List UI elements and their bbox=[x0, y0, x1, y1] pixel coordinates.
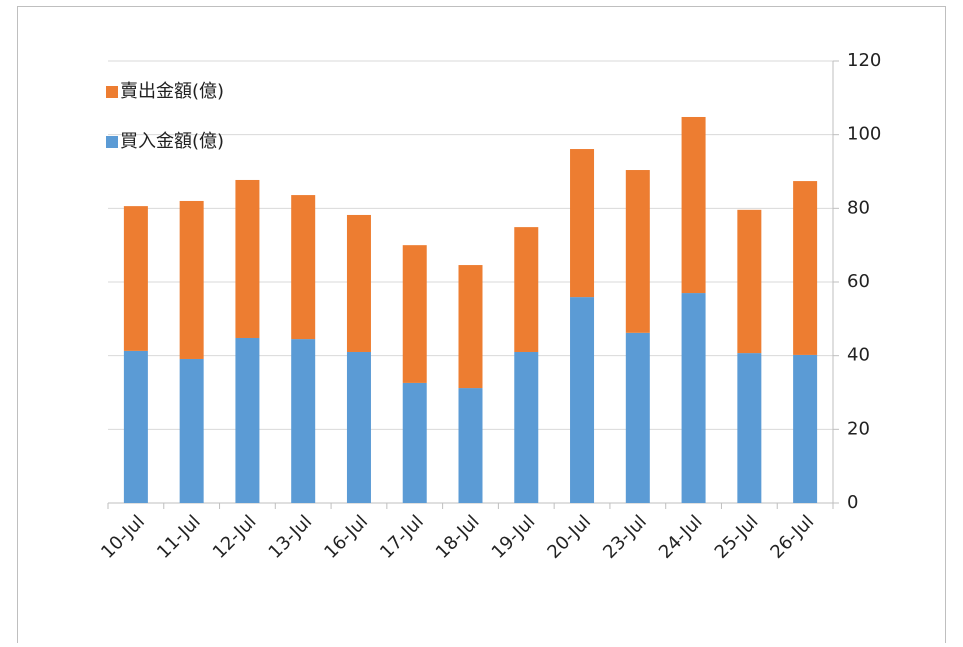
y-tick-label: 80 bbox=[847, 197, 870, 218]
bar bbox=[402, 382, 427, 503]
legend-label: 買入金額(億) bbox=[120, 131, 224, 152]
bar bbox=[681, 116, 706, 294]
y-tick-label: 0 bbox=[847, 492, 858, 513]
legend-label: 賣出金額(億) bbox=[120, 81, 224, 102]
bar bbox=[346, 214, 371, 352]
bar bbox=[179, 200, 204, 359]
y-tick-label: 40 bbox=[847, 345, 870, 366]
bar bbox=[737, 209, 762, 354]
bar bbox=[179, 358, 204, 503]
bar bbox=[291, 195, 316, 340]
bar bbox=[681, 293, 706, 503]
legend-swatch bbox=[106, 86, 118, 98]
bar bbox=[625, 332, 650, 503]
bar bbox=[402, 245, 427, 383]
bar bbox=[458, 388, 483, 503]
bar bbox=[737, 353, 762, 503]
bar bbox=[514, 351, 539, 503]
y-tick-label: 120 bbox=[847, 50, 881, 71]
legend-swatch bbox=[106, 136, 118, 148]
bar bbox=[291, 339, 316, 503]
bar bbox=[793, 354, 818, 503]
bar bbox=[570, 149, 595, 298]
bar bbox=[123, 206, 148, 351]
bar bbox=[793, 181, 818, 355]
bar bbox=[625, 170, 650, 333]
bar bbox=[235, 337, 260, 503]
bar bbox=[570, 297, 595, 503]
y-tick-label: 60 bbox=[847, 271, 870, 292]
y-tick-label: 100 bbox=[847, 124, 881, 145]
bar bbox=[123, 350, 148, 503]
bar bbox=[514, 227, 539, 352]
bar bbox=[235, 179, 260, 338]
bar bbox=[346, 351, 371, 503]
bar bbox=[458, 265, 483, 389]
y-tick-label: 20 bbox=[847, 418, 870, 439]
